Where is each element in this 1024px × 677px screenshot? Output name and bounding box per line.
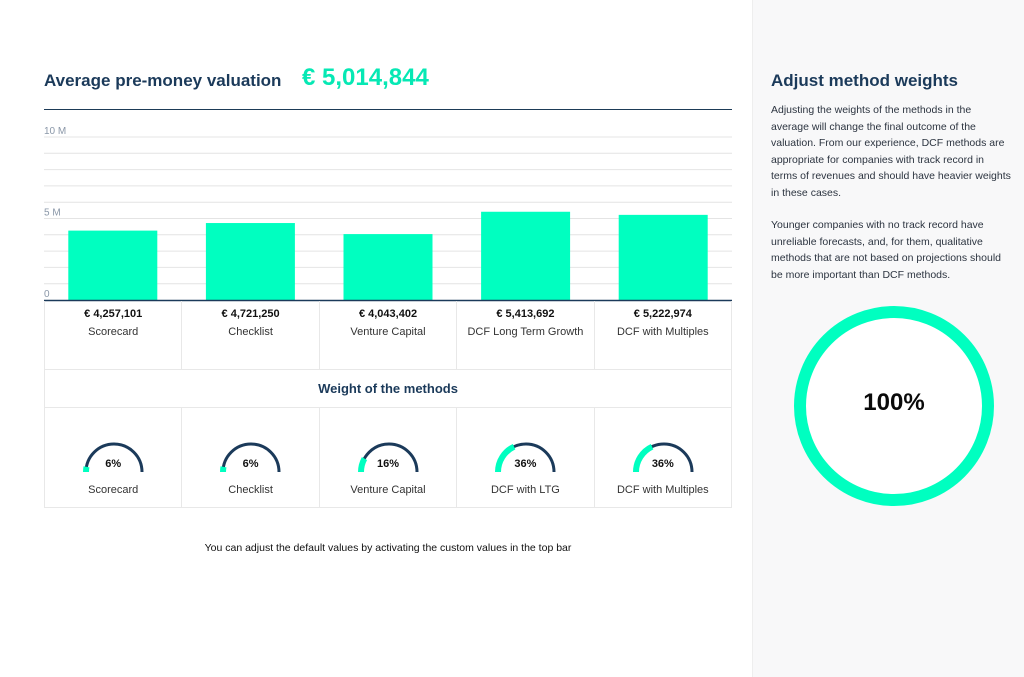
sidebar-paragraph: Adjusting the weights of the methods in … bbox=[771, 104, 1011, 199]
weight-percent: 16% bbox=[377, 458, 400, 470]
methods-table: € 4,257,101 Scorecard € 4,721,250 Checkl… bbox=[44, 301, 732, 508]
y-tick-label: 0 bbox=[44, 289, 50, 300]
weight-cell: 6% Scorecard bbox=[45, 408, 183, 507]
gauge-track bbox=[221, 442, 281, 473]
method-name: Venture Capital bbox=[350, 326, 426, 338]
footnote: You can adjust the default values by act… bbox=[204, 542, 572, 554]
sidebar-paragraph: Younger companies with no track record h… bbox=[771, 219, 1001, 281]
method-name: DCF Long Term Growth bbox=[467, 326, 584, 338]
total-weight-ring-graphic bbox=[794, 306, 994, 506]
weight-method-name: Venture Capital bbox=[350, 484, 426, 496]
bar-venture-capital[interactable] bbox=[343, 234, 433, 300]
weight-method-name: DCF with Multiples bbox=[616, 484, 709, 496]
y-tick-label: 5 M bbox=[44, 208, 61, 219]
method-value: € 5,222,974 bbox=[633, 308, 692, 320]
total-weight-label: 100% bbox=[863, 389, 925, 416]
gauge-track bbox=[84, 442, 144, 473]
weight-percent: 6% bbox=[242, 458, 259, 470]
weight-method-name: DCF with LTG bbox=[490, 484, 560, 496]
weight-cell: 6% Checklist bbox=[182, 408, 320, 507]
bar-dcf-long-term-growth[interactable] bbox=[481, 211, 571, 300]
weight-gauge[interactable] bbox=[491, 436, 561, 476]
method-name: Checklist bbox=[228, 326, 273, 338]
bar-dcf-with-multiples[interactable] bbox=[618, 214, 708, 300]
method-values-row: € 4,257,101 Scorecard € 4,721,250 Checkl… bbox=[45, 301, 731, 370]
gauge-fill bbox=[632, 443, 654, 473]
weight-percent: 36% bbox=[651, 458, 674, 470]
weight-cell: 16% Venture Capital bbox=[320, 408, 458, 507]
method-value: € 4,043,402 bbox=[358, 308, 418, 320]
method-value: € 4,257,101 bbox=[84, 308, 143, 320]
method-cell: € 4,257,101 Scorecard bbox=[45, 301, 183, 369]
weight-cell: 36% DCF with Multiples bbox=[595, 408, 731, 507]
method-name: DCF with Multiples bbox=[616, 326, 709, 338]
weight-gauge[interactable] bbox=[629, 436, 699, 476]
gauge-fill bbox=[495, 443, 516, 473]
method-value: € 5,413,692 bbox=[496, 308, 555, 320]
method-name: Scorecard bbox=[88, 326, 139, 338]
bar-scorecard[interactable] bbox=[68, 230, 158, 300]
weight-method-name: Checklist bbox=[228, 484, 273, 496]
total-weight-ring-track bbox=[794, 306, 994, 506]
weights-title: Weight of the methods bbox=[45, 370, 731, 408]
valuation-value: € 5,014,844 bbox=[302, 64, 429, 91]
method-cell: € 5,413,692 DCF Long Term Growth bbox=[457, 301, 595, 369]
weight-gauge[interactable] bbox=[354, 436, 424, 476]
weight-percent: 6% bbox=[105, 458, 122, 470]
valuation-label: Average pre-money valuation bbox=[44, 71, 282, 90]
method-cell: € 5,222,974 DCF with Multiples bbox=[595, 301, 731, 369]
weight-gauge[interactable] bbox=[216, 436, 286, 476]
bar-checklist[interactable] bbox=[205, 223, 295, 300]
weight-gauge[interactable] bbox=[79, 436, 149, 476]
total-weight-ring: 100% bbox=[793, 305, 995, 507]
method-cell: € 4,043,402 Venture Capital bbox=[320, 301, 458, 369]
gauge-fill bbox=[357, 457, 367, 473]
valuation-bar-chart: 0 5 M 10 M bbox=[44, 126, 732, 302]
weights-row: 6% Scorecard 6% Checklist 16% Venture Ca… bbox=[45, 408, 731, 507]
weight-percent: 36% bbox=[514, 458, 537, 470]
sidebar-panel: Adjust method weights Adjusting the weig… bbox=[752, 0, 1024, 677]
method-value: € 4,721,250 bbox=[221, 308, 280, 320]
valuation-header: Average pre-money valuation € 5,014,844 bbox=[44, 64, 732, 110]
main-panel: Average pre-money valuation € 5,014,844 … bbox=[44, 64, 732, 554]
method-cell: € 4,721,250 Checklist bbox=[182, 301, 320, 369]
sidebar-title: Adjust method weights bbox=[771, 71, 958, 90]
weight-method-name: Scorecard bbox=[88, 484, 139, 496]
weight-cell: 36% DCF with LTG bbox=[457, 408, 595, 507]
y-tick-label: 10 M bbox=[44, 126, 66, 137]
